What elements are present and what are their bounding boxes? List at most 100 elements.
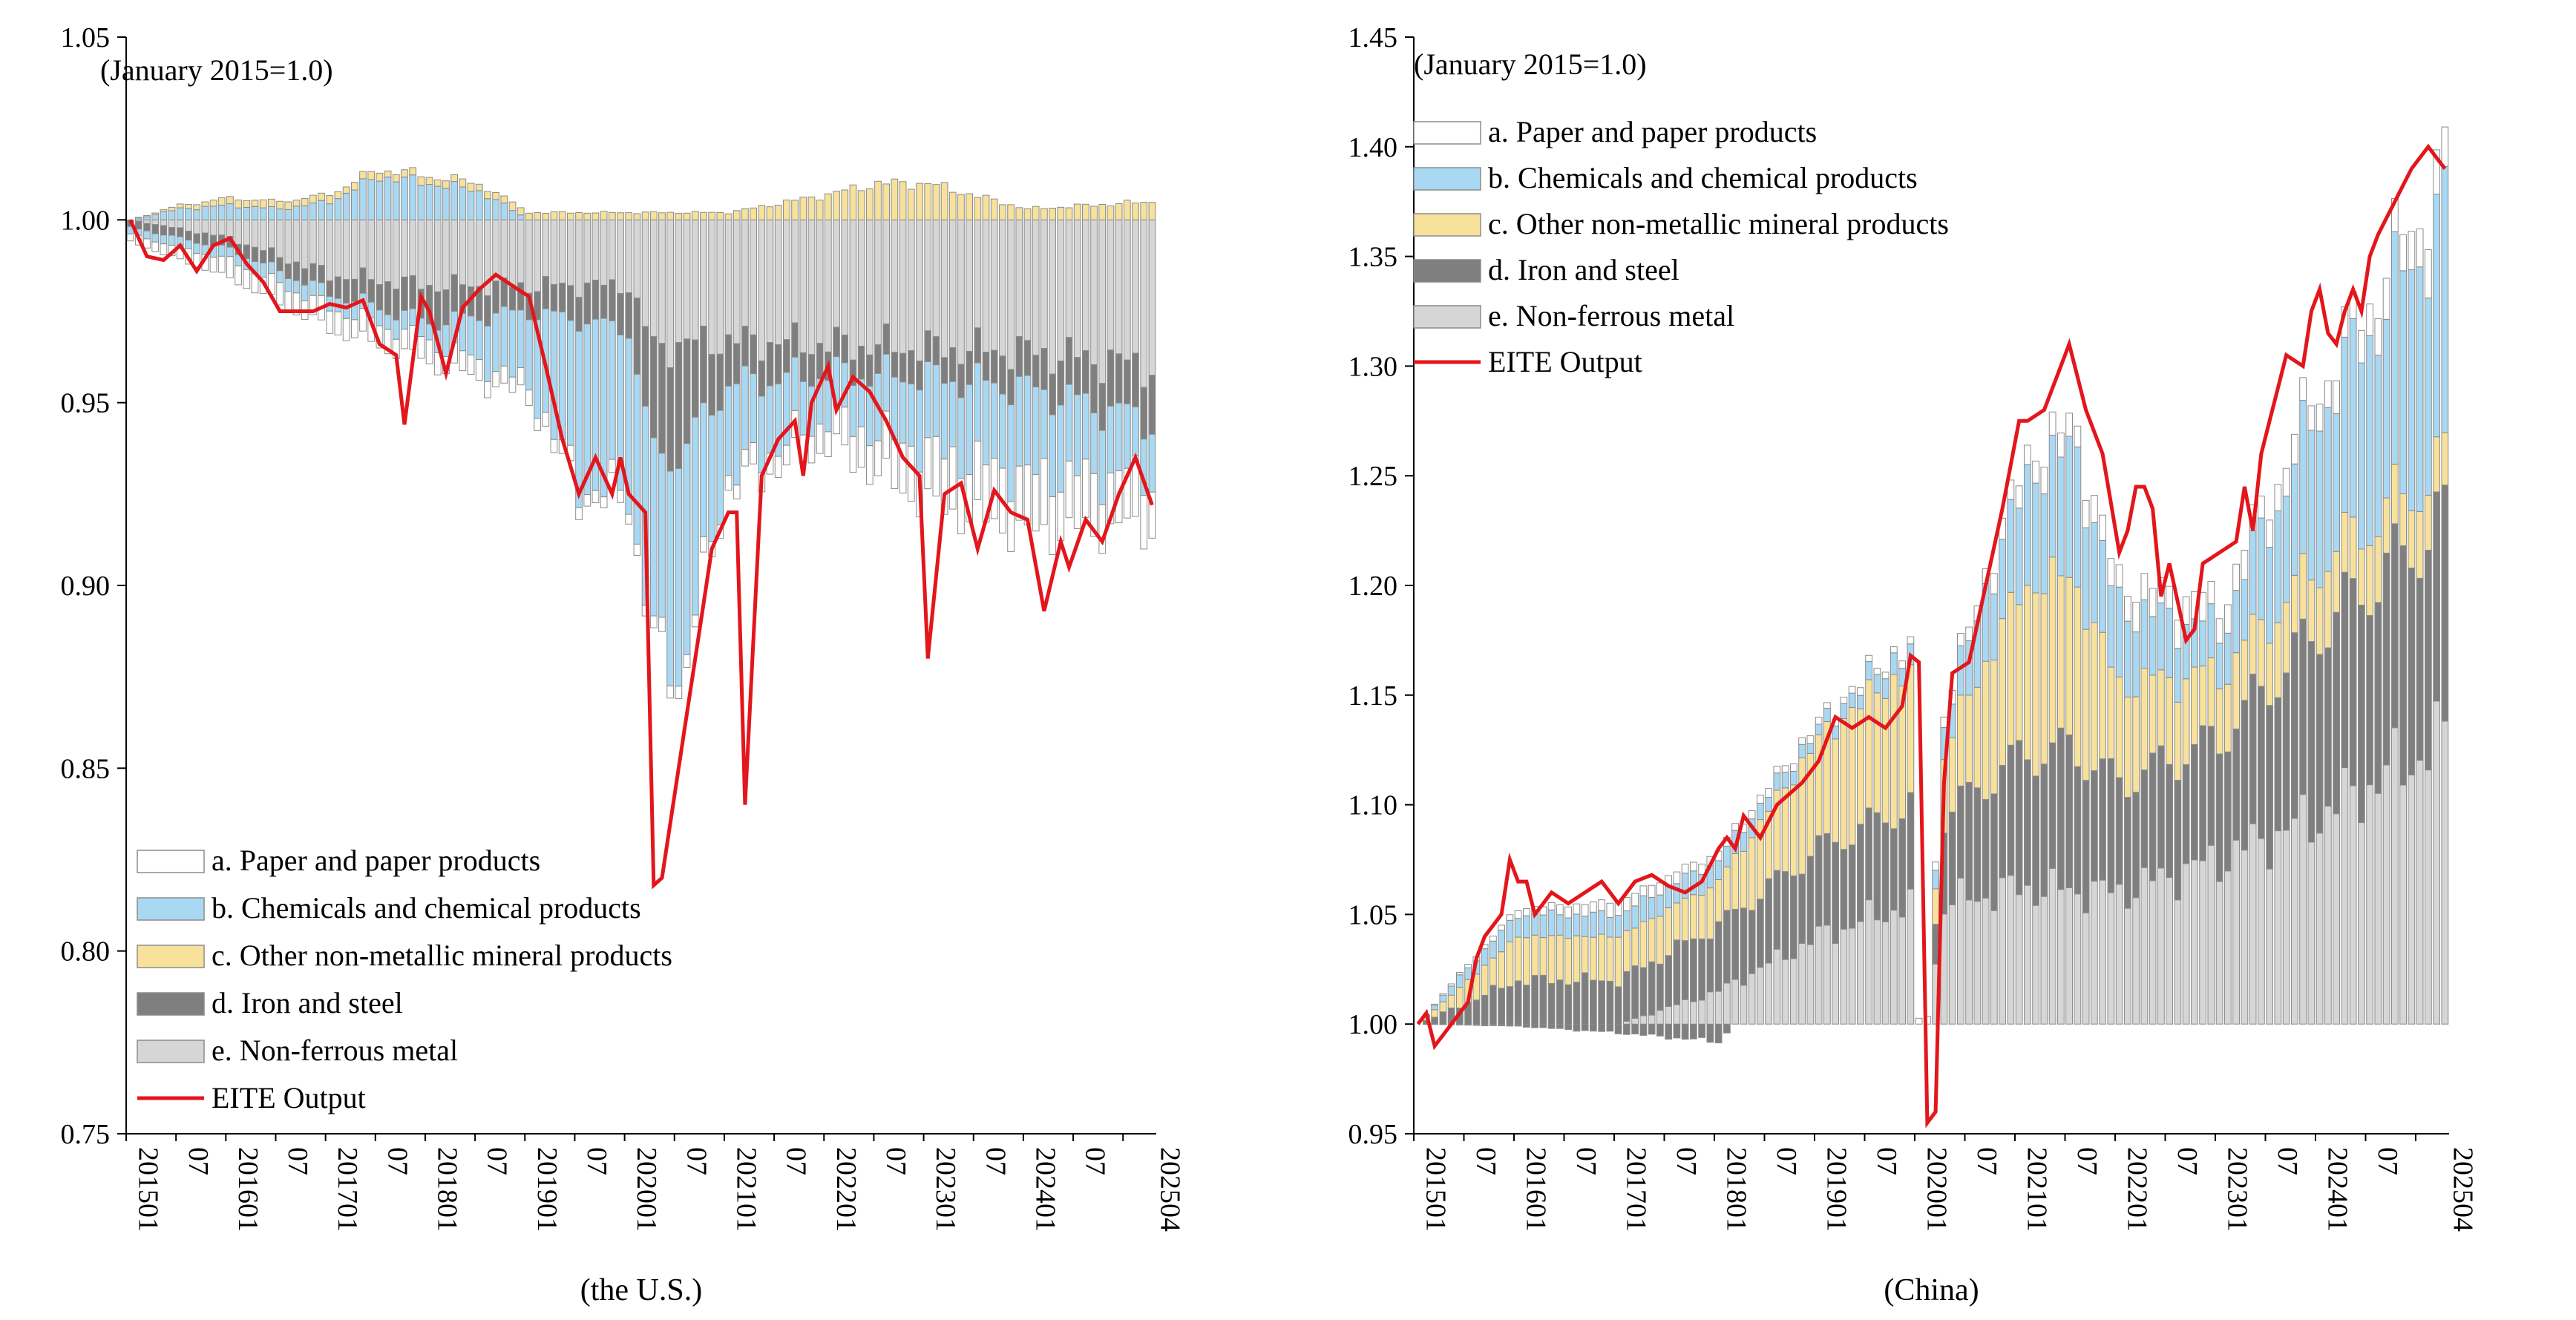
china-bar-paper	[2441, 126, 2449, 167]
us-bar-chemicals	[417, 185, 425, 220]
us-bar-nonferrous	[1049, 219, 1056, 375]
us-bar-iron	[1023, 340, 1032, 376]
us-bar-iron	[741, 326, 749, 367]
us-x-tick-label: 202504	[1154, 1147, 1185, 1232]
china-bar-minerals	[1982, 660, 1990, 800]
us-bar-minerals	[990, 198, 998, 220]
us-bar-chemicals	[691, 416, 699, 616]
us-legend-label-nonferrous: e. Non-ferrous metal	[212, 1034, 458, 1067]
china-bar-iron	[1481, 994, 1489, 1025]
china-bar-iron	[1848, 844, 1856, 929]
us-bar-nonferrous	[376, 219, 384, 286]
us-bar-iron	[882, 324, 891, 355]
us-bar-minerals	[774, 204, 782, 220]
us-bar-chemicals	[334, 198, 342, 220]
us-bar-paper	[924, 437, 932, 490]
china-y-ticks: 1.45 1.40 1.35 1.30 1.25 1.20 1.15 1.10 1.05 1.00…	[1348, 22, 1414, 1150]
china-bar-minerals	[2282, 602, 2290, 674]
us-y-tick-label: 0.75	[61, 1119, 111, 1150]
china-bar-chemicals	[2257, 517, 2265, 620]
us-legend: a. Paper and paper products b. Chemicals …	[137, 844, 672, 1114]
us-bar-nonferrous	[284, 219, 292, 265]
us-bar-chemicals	[766, 385, 774, 454]
us-bar-iron	[641, 326, 649, 407]
china-bar-nonferrous	[2399, 784, 2408, 1025]
us-bar-chemicals	[517, 309, 525, 369]
us-bar-nonferrous	[160, 219, 168, 226]
us-bar-minerals	[1132, 203, 1139, 220]
china-bar-paper	[1856, 687, 1864, 696]
china-bar-paper	[2082, 499, 2090, 528]
us-bar-paper	[783, 444, 790, 466]
china-bar-chemicals	[2149, 616, 2157, 676]
us-bar-chemicals	[350, 189, 358, 220]
us-bar-iron	[799, 352, 807, 382]
china-bar-iron	[1990, 793, 1998, 911]
china-bar-nonferrous	[1639, 1015, 1648, 1025]
china-bar-paper	[2099, 514, 2107, 541]
us-bar-chemicals	[243, 206, 251, 220]
us-bar-nonferrous	[209, 219, 217, 236]
china-bar-chemicals	[1873, 674, 1881, 694]
china-bar-iron	[2257, 686, 2265, 839]
china-bar-minerals	[1840, 718, 1848, 850]
us-bar-chemicals	[425, 184, 433, 220]
us-bar-chemicals	[217, 244, 226, 257]
us-bar-chemicals	[508, 210, 517, 220]
us-bar-minerals	[583, 212, 591, 220]
china-bar-chemicals	[2074, 446, 2082, 588]
china-bar-iron	[2182, 764, 2190, 864]
china-bar-paper	[1932, 861, 1940, 871]
china-bar-chemicals	[2123, 620, 2131, 697]
china-bar-chemicals	[2082, 527, 2090, 630]
china-bar-paper	[1489, 936, 1497, 942]
us-bar-iron	[1148, 375, 1156, 435]
china-bar-nonferrous	[2032, 904, 2040, 1025]
china-bar-nonferrous	[2266, 868, 2274, 1025]
china-y-tick-label: 1.05	[1348, 899, 1398, 930]
us-bar-iron	[201, 232, 209, 246]
china-bar-minerals	[1514, 936, 1522, 982]
china-bar-chemicals	[1665, 886, 1673, 908]
china-bar-minerals	[2341, 511, 2349, 573]
china-bar-paper	[1648, 884, 1656, 899]
us-bar-paper	[384, 329, 392, 355]
china-bar-iron	[1598, 980, 1606, 1025]
us-bar-iron	[1123, 359, 1131, 404]
china-bar-iron	[1706, 1023, 1714, 1043]
china-bar-nonferrous	[2166, 877, 2174, 1025]
china-bar-iron	[1789, 875, 1797, 959]
china-bar-minerals	[2074, 586, 2082, 767]
china-bar-chemicals	[1514, 918, 1522, 938]
china-bar-nonferrous	[1898, 916, 1907, 1025]
china-bar-iron	[1522, 1023, 1530, 1028]
china-bar-iron	[2441, 485, 2449, 722]
china-bar-paper	[2048, 411, 2056, 436]
us-bar-iron	[318, 265, 325, 283]
us-bar-iron	[974, 327, 982, 364]
china-bar-iron	[1472, 999, 1481, 1025]
us-bar-minerals	[783, 200, 790, 220]
china-bar-iron	[1773, 870, 1781, 950]
china-bar-chemicals	[1740, 832, 1748, 852]
china-bar-iron	[1748, 910, 1756, 974]
china-bar-minerals	[2399, 493, 2408, 546]
china-bar-minerals	[2007, 591, 2015, 746]
us-bar-paper	[575, 507, 583, 520]
china-bar-minerals	[2307, 579, 2316, 643]
us-bar-chemicals	[849, 384, 857, 437]
us-bar-chemicals	[932, 364, 940, 437]
us-bar-iron	[649, 336, 658, 439]
china-bar-nonferrous	[2249, 823, 2257, 1025]
us-y-tick-label: 0.95	[61, 388, 111, 419]
us-bar-minerals	[168, 206, 176, 211]
us-bar-chemicals	[376, 180, 384, 220]
china-bar-chemicals	[1573, 913, 1581, 936]
china-bar-chemicals	[2215, 643, 2223, 689]
us-bar-paper	[326, 310, 334, 334]
us-x-tick-label: 202301	[930, 1147, 961, 1232]
china-bar-nonferrous	[2223, 870, 2232, 1025]
us-bar-paper	[633, 543, 641, 556]
us-bar-chemicals	[226, 246, 234, 257]
us-legend-label-chemicals: b. Chemicals and chemical products	[212, 891, 641, 925]
